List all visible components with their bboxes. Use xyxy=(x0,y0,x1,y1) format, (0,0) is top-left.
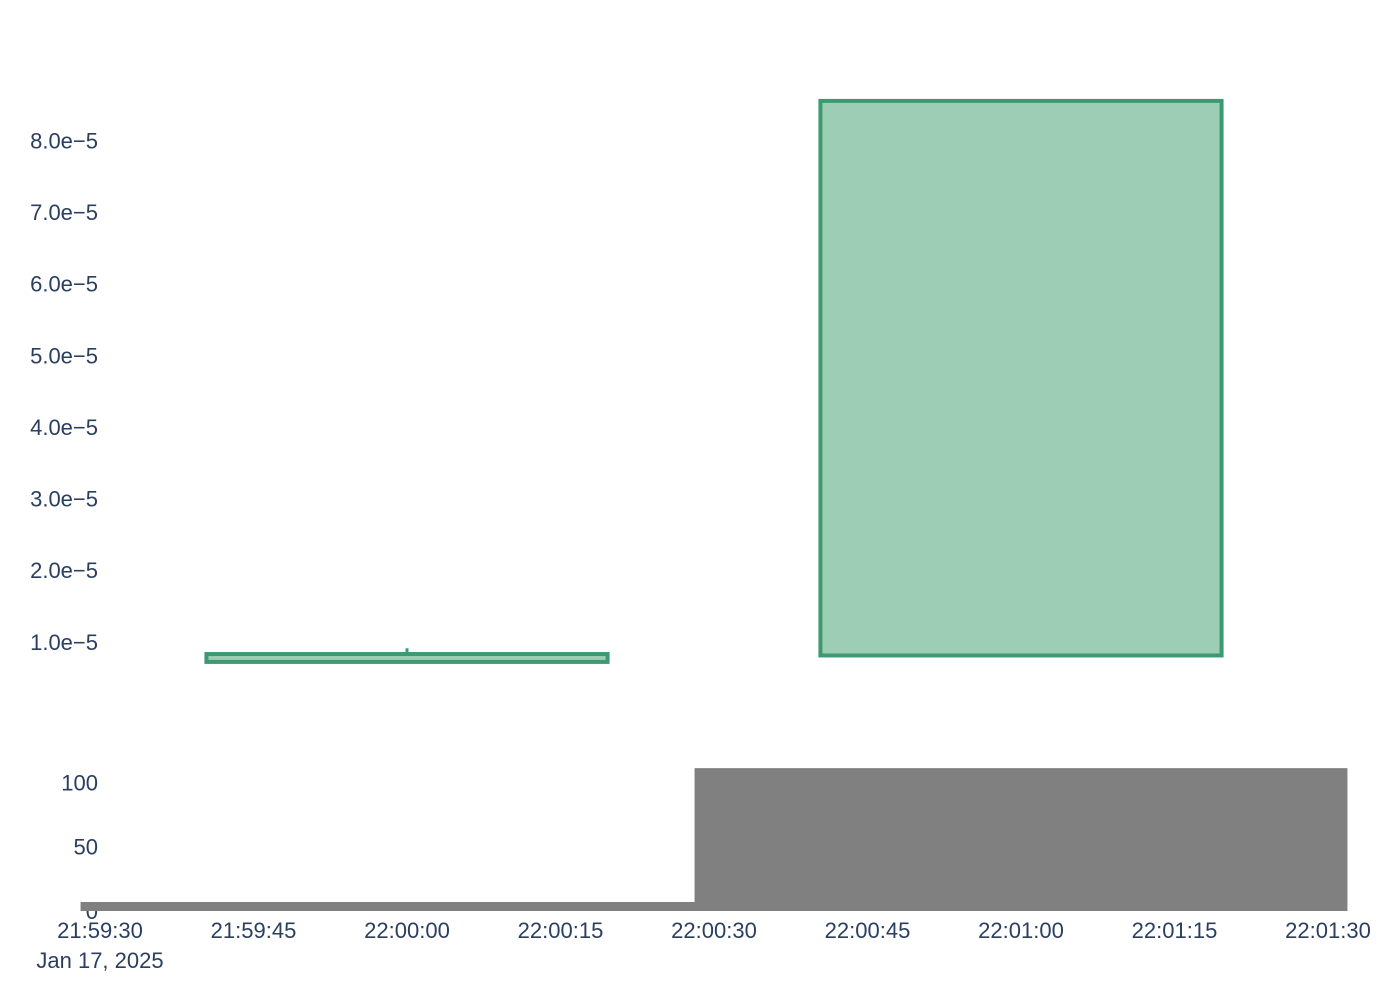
price-panel: 1.0e−5 2.0e−5 3.0e−5 4.0e−5 5.0e−5 6.0e−5 7.0e… xyxy=(30,98,1224,664)
price-y-tick-label: 4.0e−5 xyxy=(30,415,98,440)
x-tick-label: 22:01:30 xyxy=(1285,918,1371,943)
candle-body xyxy=(204,652,610,664)
price-y-tick-label: 8.0e−5 xyxy=(30,128,98,153)
price-y-tick-label: 3.0e−5 xyxy=(30,487,98,512)
x-tick-label: 22:01:15 xyxy=(1132,918,1218,943)
price-y-tick-label: 2.0e−5 xyxy=(30,558,98,583)
price-y-tick-label: 6.0e−5 xyxy=(30,272,98,297)
x-axis: 21:59:30 21:59:45 22:00:00 22:00:15 22:00:30… xyxy=(57,918,1371,943)
volume-bar xyxy=(80,901,734,911)
price-y-tick-label: 5.0e−5 xyxy=(30,343,98,368)
x-tick-label: 21:59:45 xyxy=(211,918,297,943)
x-tick-label: 22:00:00 xyxy=(364,918,450,943)
candle-body xyxy=(818,98,1224,658)
x-tick-label: 22:00:45 xyxy=(825,918,911,943)
x-tick-label: 21:59:30 xyxy=(57,918,143,943)
volume-y-tick-label: 50 xyxy=(74,835,98,860)
price-y-tick-label: 7.0e−5 xyxy=(30,200,98,225)
x-axis-date-label: Jan 17, 2025 xyxy=(36,948,163,973)
price-y-tick-label: 1.0e−5 xyxy=(30,630,98,655)
volume-bar xyxy=(694,768,1348,911)
volume-y-tick-label: 100 xyxy=(61,770,98,795)
x-tick-label: 22:01:00 xyxy=(978,918,1064,943)
x-tick-label: 22:00:15 xyxy=(518,918,604,943)
x-tick-label: 22:00:30 xyxy=(671,918,757,943)
